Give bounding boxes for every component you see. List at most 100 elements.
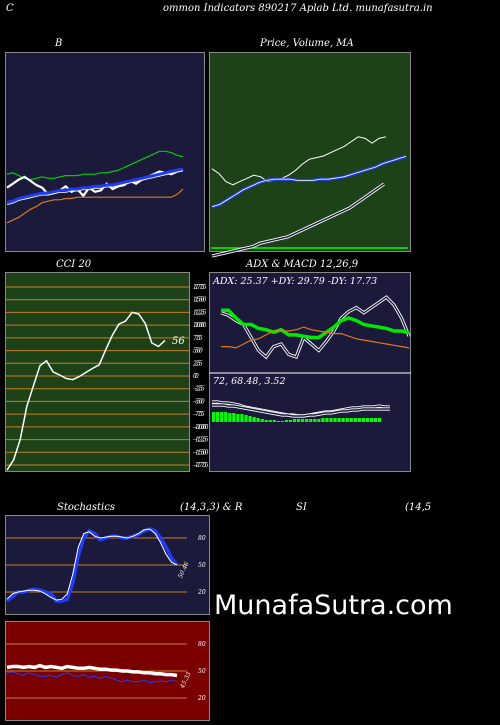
cci-tick-label: -100 (193, 424, 207, 431)
macd-histogram-bar (309, 419, 313, 422)
adx-tick-label: -150 (195, 449, 209, 456)
adx-tick-label: -25 (195, 386, 205, 393)
macd-histogram-bar (301, 419, 305, 422)
price-line (211, 136, 387, 186)
adx-tick-label: 100 (195, 322, 207, 329)
rsi-params: (14,5 (405, 502, 432, 513)
macd-histogram-bar (248, 416, 252, 422)
long-ma-line-inner (211, 183, 385, 257)
cci-tick-label: 25 (192, 360, 201, 367)
bollinger-mid-line (6, 170, 184, 205)
macd-histogram-bar (297, 419, 301, 422)
adx-tick-label: 25 (194, 360, 203, 367)
cci-title: CCI 20 (56, 259, 92, 270)
macd-histogram-bar (365, 418, 369, 422)
macd-histogram-bar (349, 418, 353, 422)
macd-histogram-bar (321, 418, 325, 422)
adx-tick-label: 75 (195, 335, 203, 342)
macd-histogram-bar (337, 418, 341, 422)
p6-series-a (6, 663, 178, 678)
macd-histogram-bar (369, 418, 374, 422)
price-chart (209, 52, 411, 258)
macd-histogram-bar (252, 417, 256, 422)
macd-histogram-bar (288, 420, 293, 422)
cci-tick-label: 75 (193, 335, 201, 342)
cci-tick-label: -175 (193, 462, 207, 469)
bollinger-line-1 (6, 150, 184, 181)
bollinger-panel (5, 52, 205, 252)
macd-histogram-bar (244, 415, 248, 422)
macd-histogram-bar (284, 420, 289, 422)
macd-histogram-bar (373, 418, 378, 422)
bollinger-line-3 (6, 167, 184, 205)
macd-histogram-bar (280, 421, 284, 422)
adx-readout: ADX: 25.37 +DY: 29.79 -DY: 17.73 (212, 276, 377, 287)
cci-chart: 175 150 125 100 75 50 25 0 -25 -50 -75 -100 -125 -150… (5, 272, 207, 472)
price-panel (209, 52, 411, 252)
stoch-tick-label: 50 (198, 562, 206, 569)
macd-histogram-bar (313, 419, 317, 422)
adx-tick-label: 150 (195, 297, 207, 304)
adx-tick-label: 175 (195, 284, 207, 291)
watermark: MunafaSutra.com (214, 590, 453, 621)
cci-line (6, 311, 166, 471)
stoch-tick-label: 80 (198, 535, 206, 542)
macd-histogram-bar (341, 418, 345, 422)
macd-line-2-inner (212, 404, 390, 417)
adx-tick-label: -50 (195, 398, 205, 405)
adx-tick-label: -175 (195, 462, 209, 469)
macd-histogram-bar (325, 418, 329, 422)
macd-histogram-bar (357, 418, 361, 422)
macd-histogram-bar (361, 418, 365, 422)
macd-histogram-bar (272, 420, 276, 422)
macd-histogram-bar (353, 418, 357, 422)
stoch-tick-label: 20 (197, 695, 206, 702)
page-title: ommon Indicators 890217 Aplab Ltd. munaf… (163, 3, 433, 14)
adx-tick-label: -75 (195, 411, 205, 418)
macd-histogram-bar (228, 413, 232, 422)
macd-histogram-bar (317, 419, 321, 422)
cci-tick-label: -150 (193, 449, 207, 456)
p5-series-b (6, 528, 178, 601)
macd-histogram-bar (224, 412, 228, 422)
macd-histogram-bar (276, 421, 280, 422)
adx-tick-label: 125 (195, 309, 207, 316)
cci-tick-label: 175 (193, 284, 205, 291)
adx-macd-title: ADX & MACD 12,26,9 (246, 259, 359, 270)
macd-histogram-bar (329, 418, 333, 422)
cci-tick-label: 50 (193, 348, 201, 355)
macd-histogram-bar (305, 419, 309, 422)
macd-histogram-bar (216, 412, 220, 422)
di-line (221, 326, 410, 349)
adx-line (221, 308, 410, 340)
adx-tick-label: 50 (195, 348, 203, 355)
adx-chart: 175 150 125 100 75 50 25 0 -25 -50 -75 -100 -125 -150… (194, 272, 411, 472)
cci-tick-label: 100 (193, 322, 205, 329)
macd-histogram-bar (345, 418, 349, 422)
macd-histogram-bar (333, 418, 337, 422)
cci-tick-label: -75 (193, 411, 203, 418)
macd-histogram-bar (378, 418, 382, 422)
price-volume-ma-title: Price, Volume, MA (260, 38, 354, 49)
cci-tick-label: 125 (193, 309, 205, 316)
adx-tick-label: -125 (195, 437, 209, 444)
ma-center-line (211, 156, 407, 208)
macd-histogram-bar (220, 412, 224, 422)
cci-panel (5, 272, 190, 472)
macd-histogram-bar (256, 418, 260, 422)
cci-value-label: 56 (172, 336, 185, 347)
bollinger-line-4 (6, 188, 184, 224)
stochastics-title: Stochastics (57, 502, 115, 513)
rsi-title: SI (296, 502, 307, 513)
adx-tick-label: -100 (195, 424, 209, 431)
adx-tick-label: 0 (195, 373, 199, 380)
macd-histogram-bar (212, 412, 216, 422)
header-left-letter: C (6, 3, 14, 14)
macd-histogram-bar (260, 419, 264, 422)
macd-histogram-bar (240, 414, 244, 422)
macd-histogram-bar (232, 413, 236, 422)
cci-tick-label: -50 (193, 398, 203, 405)
stochastics-params: (14,3,3) & R (180, 502, 243, 513)
